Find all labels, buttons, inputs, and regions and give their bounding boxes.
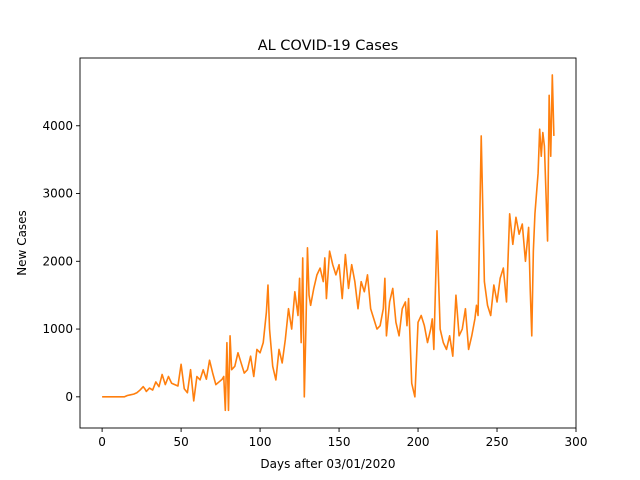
- x-tick-label: 0: [98, 435, 106, 449]
- plot-layer: [102, 74, 555, 412]
- chart-title: AL COVID-19 Cases: [258, 38, 399, 54]
- x-tick-label: 150: [328, 435, 351, 449]
- y-tick-label: 0: [65, 390, 73, 404]
- y-tick-label: 4000: [42, 119, 73, 133]
- x-tick-label: 300: [565, 435, 588, 449]
- x-tick-label: 50: [173, 435, 188, 449]
- x-tick-label: 200: [407, 435, 430, 449]
- x-tick-label: 100: [249, 435, 272, 449]
- x-tick-label: 250: [486, 435, 509, 449]
- x-axis-label: Days after 03/01/2020: [260, 457, 395, 471]
- plot-frame: [79, 57, 577, 429]
- y-tick-label: 1000: [42, 322, 73, 336]
- y-tick-label: 2000: [42, 254, 73, 268]
- y-tick-label: 3000: [42, 187, 73, 201]
- series-line-0: [102, 74, 555, 412]
- y-axis-label: New Cases: [15, 210, 29, 276]
